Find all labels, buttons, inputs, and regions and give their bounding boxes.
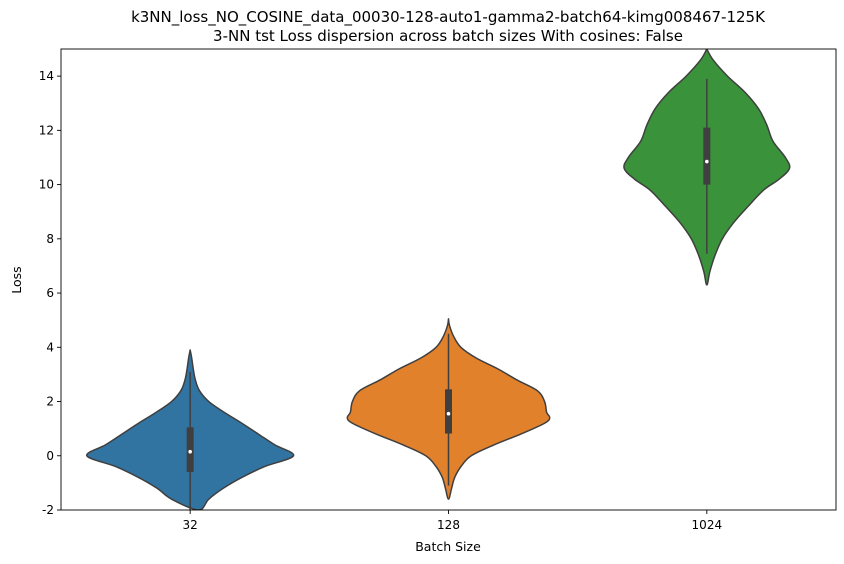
x-tick-label-2: 1024 <box>692 518 723 532</box>
y-tick-label-8: 14 <box>39 69 54 83</box>
x-tick-label-1: 128 <box>437 518 460 532</box>
chart-subtitle: 3-NN tst Loss dispersion across batch si… <box>213 27 683 45</box>
y-tick-label-0: -2 <box>42 503 54 517</box>
y-tick-label-4: 6 <box>46 286 54 300</box>
y-tick-label-6: 10 <box>39 178 54 192</box>
iqr-box-128 <box>445 389 452 434</box>
y-tick-label-3: 4 <box>46 340 54 354</box>
median-dot-1024 <box>705 159 709 164</box>
iqr-box-1024 <box>703 127 711 185</box>
median-dot-32 <box>188 449 192 454</box>
y-tick-label-2: 2 <box>46 395 54 409</box>
y-tick-label-7: 12 <box>39 123 54 137</box>
iqr-box-32 <box>186 427 194 473</box>
y-axis-label: Loss <box>9 266 24 293</box>
y-tick-label-1: 0 <box>46 449 54 463</box>
median-dot-128 <box>446 411 451 416</box>
y-tick-label-5: 8 <box>46 232 54 246</box>
x-tick-label-0: 32 <box>183 518 198 532</box>
x-axis-label: Batch Size <box>415 539 481 554</box>
y-axis: -2 0 2 4 6 8 10 12 14 <box>39 69 61 517</box>
violins-group <box>86 49 791 510</box>
x-axis: 32 128 1024 <box>183 510 723 532</box>
violin-marks <box>86 49 791 510</box>
chart-title: k3NN_loss_NO_COSINE_data_00030-128-auto1… <box>131 8 766 27</box>
